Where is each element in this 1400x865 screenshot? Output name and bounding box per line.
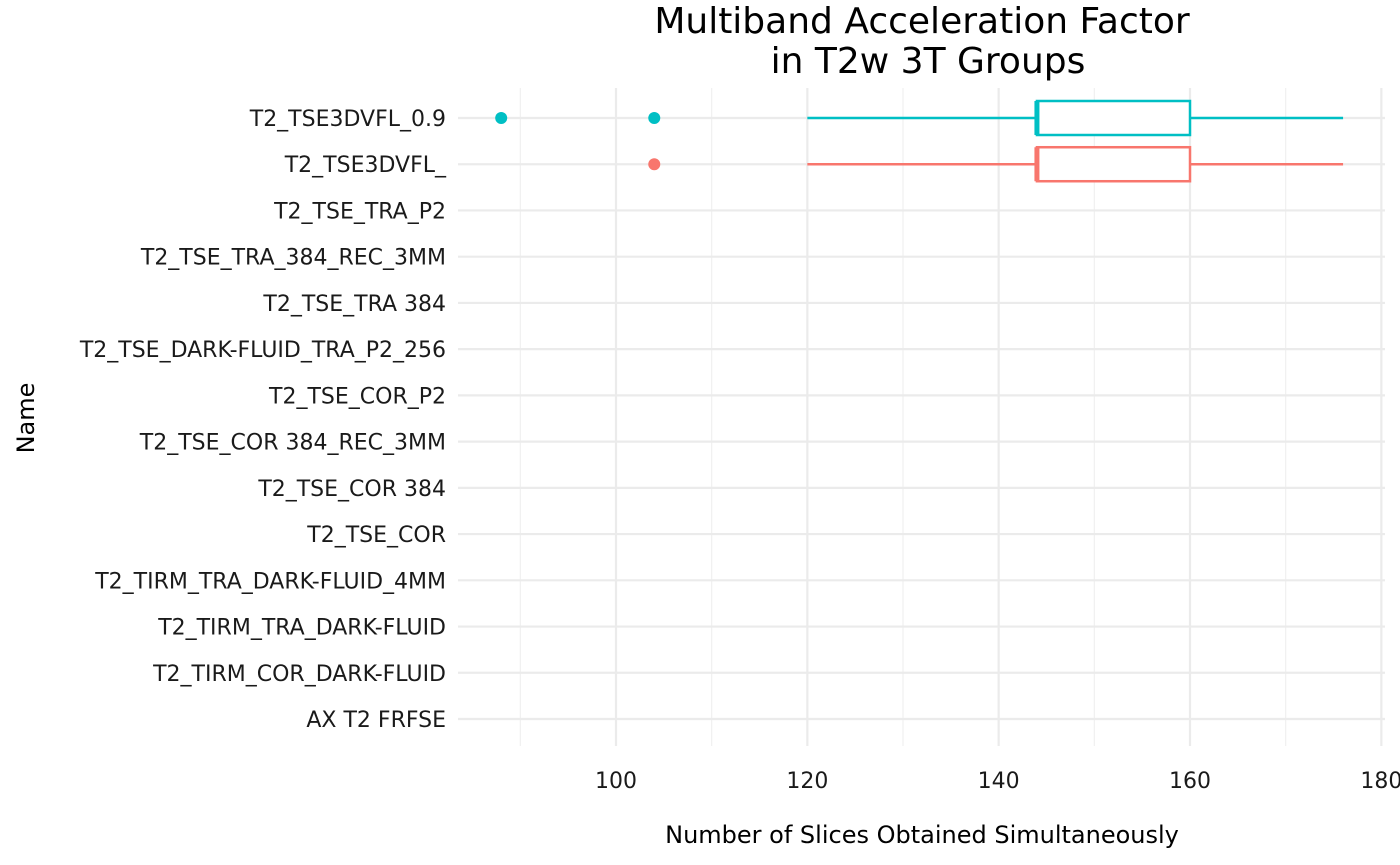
y-tick-label: T2_TSE_TRA 384 (262, 292, 446, 317)
y-axis-label: Name (12, 383, 40, 454)
major-gridlines (458, 88, 1385, 746)
x-axis-label: Number of Slices Obtained Simultaneously (665, 821, 1179, 849)
y-tick-label: T2_TSE3DVFL_ (284, 153, 447, 178)
y-tick-label: T2_TIRM_TRA_DARK-FLUID (157, 616, 446, 641)
outlier-point (495, 112, 508, 124)
chart-title-line-2: in T2w 3T Groups (771, 41, 1086, 82)
box-layer (495, 99, 1344, 183)
y-tick-label: AX T2 FRFSE (306, 708, 446, 733)
y-tick-label: T2_TIRM_TRA_DARK-FLUID_4MM (94, 569, 446, 594)
outlier-point (648, 112, 661, 124)
x-tick-label: 140 (978, 769, 1020, 794)
y-tick-label: T2_TSE3DVFL_0.9 (249, 107, 446, 132)
x-tick-label: 160 (1169, 769, 1211, 794)
box-iqr (1035, 99, 1192, 137)
y-tick-label: T2_TSE_COR 384_REC_3MM (139, 431, 446, 456)
x-tick-label: 180 (1360, 769, 1400, 794)
y-tick-label: T2_TSE_COR (306, 523, 446, 548)
minor-gridlines (519, 88, 1287, 746)
y-tick-label: T2_TSE_COR_P2 (268, 384, 446, 409)
outlier-point (648, 158, 661, 171)
x-tick-label: 120 (786, 769, 828, 794)
y-tick-label: T2_TSE_DARK-FLUID_TRA_P2_256 (79, 338, 446, 363)
box-iqr (1035, 145, 1192, 183)
y-tick-label: T2_TSE_COR 384 (257, 477, 446, 502)
x-tick-labels: 100 120 140 160 180 (595, 769, 1400, 794)
y-tick-label: T2_TSE_TRA_P2 (273, 199, 446, 224)
x-tick-label: 100 (595, 769, 637, 794)
y-tick-labels: AX T2 FRFSE T2_TIRM_COR_DARK-FLUID T2_TIRM… (79, 107, 447, 733)
chart-title-line-1: Multiband Acceleration Factor (654, 1, 1190, 42)
y-tick-label: T2_TSE_TRA_384_REC_3MM (140, 246, 446, 271)
y-tick-label: T2_TIRM_COR_DARK-FLUID (152, 662, 446, 687)
